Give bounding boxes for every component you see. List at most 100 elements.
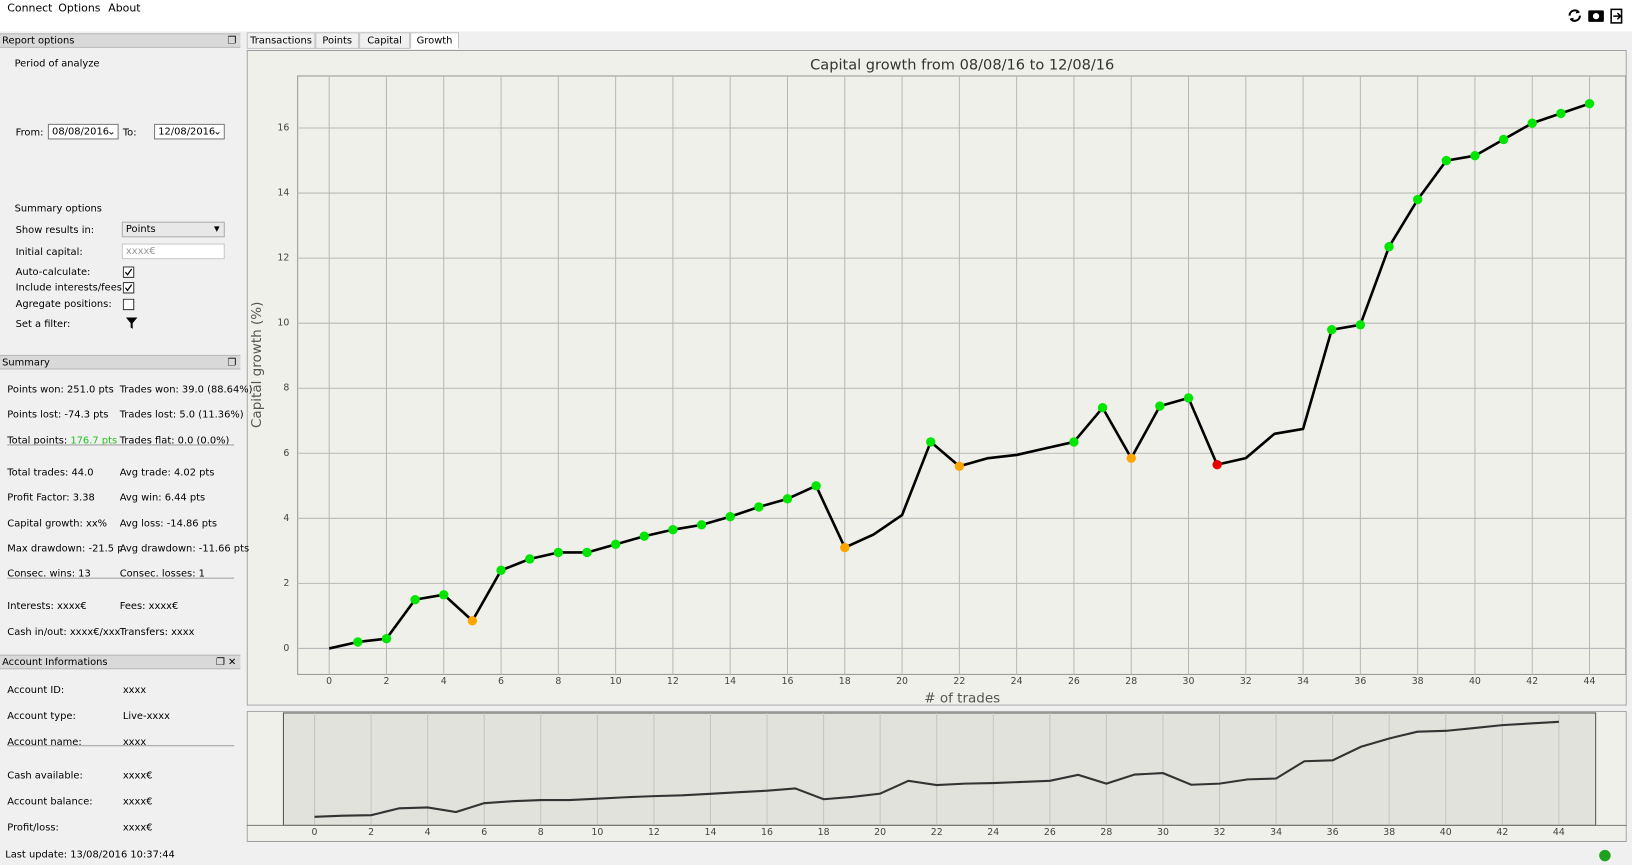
summary-value: 5.0 (11.36%)	[179, 409, 244, 421]
x-tick-label: 38	[1412, 676, 1424, 687]
account-value: Live-xxxx	[122, 710, 170, 723]
summary-value: xxxx	[171, 626, 195, 638]
text-input[interactable]: xxxx€	[121, 243, 225, 260]
separator	[7, 444, 235, 446]
summary-label: Avg drawdown:	[119, 543, 196, 555]
account-label: Account type:	[7, 710, 76, 723]
trade-marker	[725, 512, 735, 522]
tab[interactable]: Growth	[410, 32, 459, 49]
tab[interactable]: Transactions	[246, 32, 316, 49]
trade-marker	[1183, 393, 1194, 403]
trade-marker	[1126, 453, 1136, 463]
date-picker[interactable]: 08/08/2016 ⌄	[47, 123, 119, 140]
tab[interactable]: Points	[315, 32, 360, 49]
trade-marker	[439, 590, 449, 600]
trade-marker	[410, 594, 420, 605]
overview-tick-label: 12	[648, 827, 660, 838]
date-picker[interactable]: 12/08/2016 ⌄	[154, 123, 225, 140]
account-label: Profit/loss:	[7, 822, 59, 834]
overview-tick-label: 20	[874, 827, 886, 838]
overview-tick-label: 38	[1383, 827, 1395, 838]
trade-marker	[1355, 320, 1366, 330]
menu-item[interactable]: Connect	[7, 2, 53, 15]
summary-value: 1	[198, 568, 205, 580]
panel-header: Report options ❐	[0, 33, 241, 48]
label: Period of analyze	[14, 58, 100, 70]
label: Show results in:	[15, 224, 95, 237]
trade-marker	[1498, 134, 1509, 145]
menu-item[interactable]: Options	[58, 2, 101, 15]
trade-marker	[1412, 194, 1423, 205]
label: Auto-calculate:	[15, 266, 91, 278]
chart-background	[246, 49, 1627, 706]
y-tick-label: 14	[277, 188, 289, 199]
chart-title: Capital growth from 08/08/16 to 12/08/16	[810, 57, 1114, 74]
summary-value: 6.44 pts	[164, 492, 206, 504]
overview-chart: 0 2 4 6 8 10 12 14 16 18 20 22 24 26 28 30 32 34 36 38 40 42 4…	[246, 710, 1627, 843]
panel-header: Summary ❐	[0, 354, 241, 370]
overview-tick-label: 26	[1044, 827, 1056, 838]
summary-value: 0.0 (0.0%)	[177, 434, 230, 447]
y-tick-label: 6	[283, 448, 289, 459]
label: From:	[15, 126, 44, 139]
summary-value: xxxx€	[57, 600, 87, 613]
trade-marker	[353, 637, 363, 647]
refresh-arrows	[1569, 9, 1580, 22]
account-label: Account ID:	[7, 684, 65, 697]
summary-label: Max drawdown:	[7, 543, 86, 555]
status-text: Last update: 13/08/2016 10:37:44	[5, 849, 175, 861]
trade-marker	[582, 547, 592, 558]
trade-marker	[525, 554, 535, 564]
panel-title: Report options	[2, 35, 75, 47]
summary-value: 3.38	[72, 492, 95, 504]
x-tick-label: 20	[896, 676, 908, 687]
trade-marker	[1470, 150, 1480, 161]
summary-value: 39.0 (88.64%)	[181, 384, 253, 396]
overview-line	[314, 720, 1559, 818]
summary-label: Trades won:	[119, 384, 179, 396]
filter-icon[interactable]	[125, 316, 139, 330]
overview-tick-label: 32	[1214, 827, 1226, 838]
account-value: xxxx	[122, 736, 147, 749]
summary-label: Transfers:	[119, 626, 168, 638]
checkbox[interactable]	[122, 266, 135, 278]
x-tick-label: 2	[383, 676, 389, 687]
summary-value: 44.0	[71, 467, 94, 479]
summary-label: Avg win:	[119, 492, 162, 504]
label: Set a filter:	[15, 318, 71, 330]
trade-marker	[954, 461, 965, 471]
exit-arrow	[1613, 12, 1622, 20]
overview-tick-label: 2	[368, 827, 374, 838]
trade-marker	[496, 565, 506, 576]
trade-marker	[553, 547, 564, 558]
overview-tick-label: 0	[312, 827, 318, 838]
summary-label: Points won:	[7, 384, 64, 396]
x-tick-label: 16	[782, 676, 794, 687]
y-axis-label: Capital growth (%)	[249, 302, 265, 428]
checkbox[interactable]	[122, 282, 135, 294]
x-tick-label: 4	[441, 676, 447, 687]
summary-label: Profit Factor:	[7, 492, 70, 504]
account-label: Account name:	[7, 736, 82, 749]
dropdown[interactable]: Points ▼	[121, 221, 225, 238]
x-tick-label: 10	[610, 676, 622, 687]
checkbox[interactable]	[122, 298, 135, 311]
tab[interactable]: Capital	[359, 32, 411, 49]
trade-marker	[1527, 118, 1537, 128]
trade-marker	[467, 616, 478, 626]
summary-label: Consec. wins:	[7, 568, 76, 580]
menu-bar	[0, 0, 1632, 32]
x-tick-label: 6	[498, 676, 504, 687]
summary-value: 251.0 pts	[67, 384, 114, 396]
separator	[7, 578, 235, 580]
summary-label: Trades lost:	[119, 409, 177, 421]
status-indicator	[1599, 849, 1611, 862]
menu-item[interactable]: About	[108, 2, 141, 15]
trade-marker	[1155, 401, 1165, 411]
y-tick-label: 8	[283, 383, 289, 394]
overview-tick-label: 24	[987, 827, 999, 838]
account-value: xxxx€	[122, 822, 153, 834]
summary-label: Total trades:	[7, 467, 69, 479]
x-tick-label: 40	[1469, 676, 1481, 687]
